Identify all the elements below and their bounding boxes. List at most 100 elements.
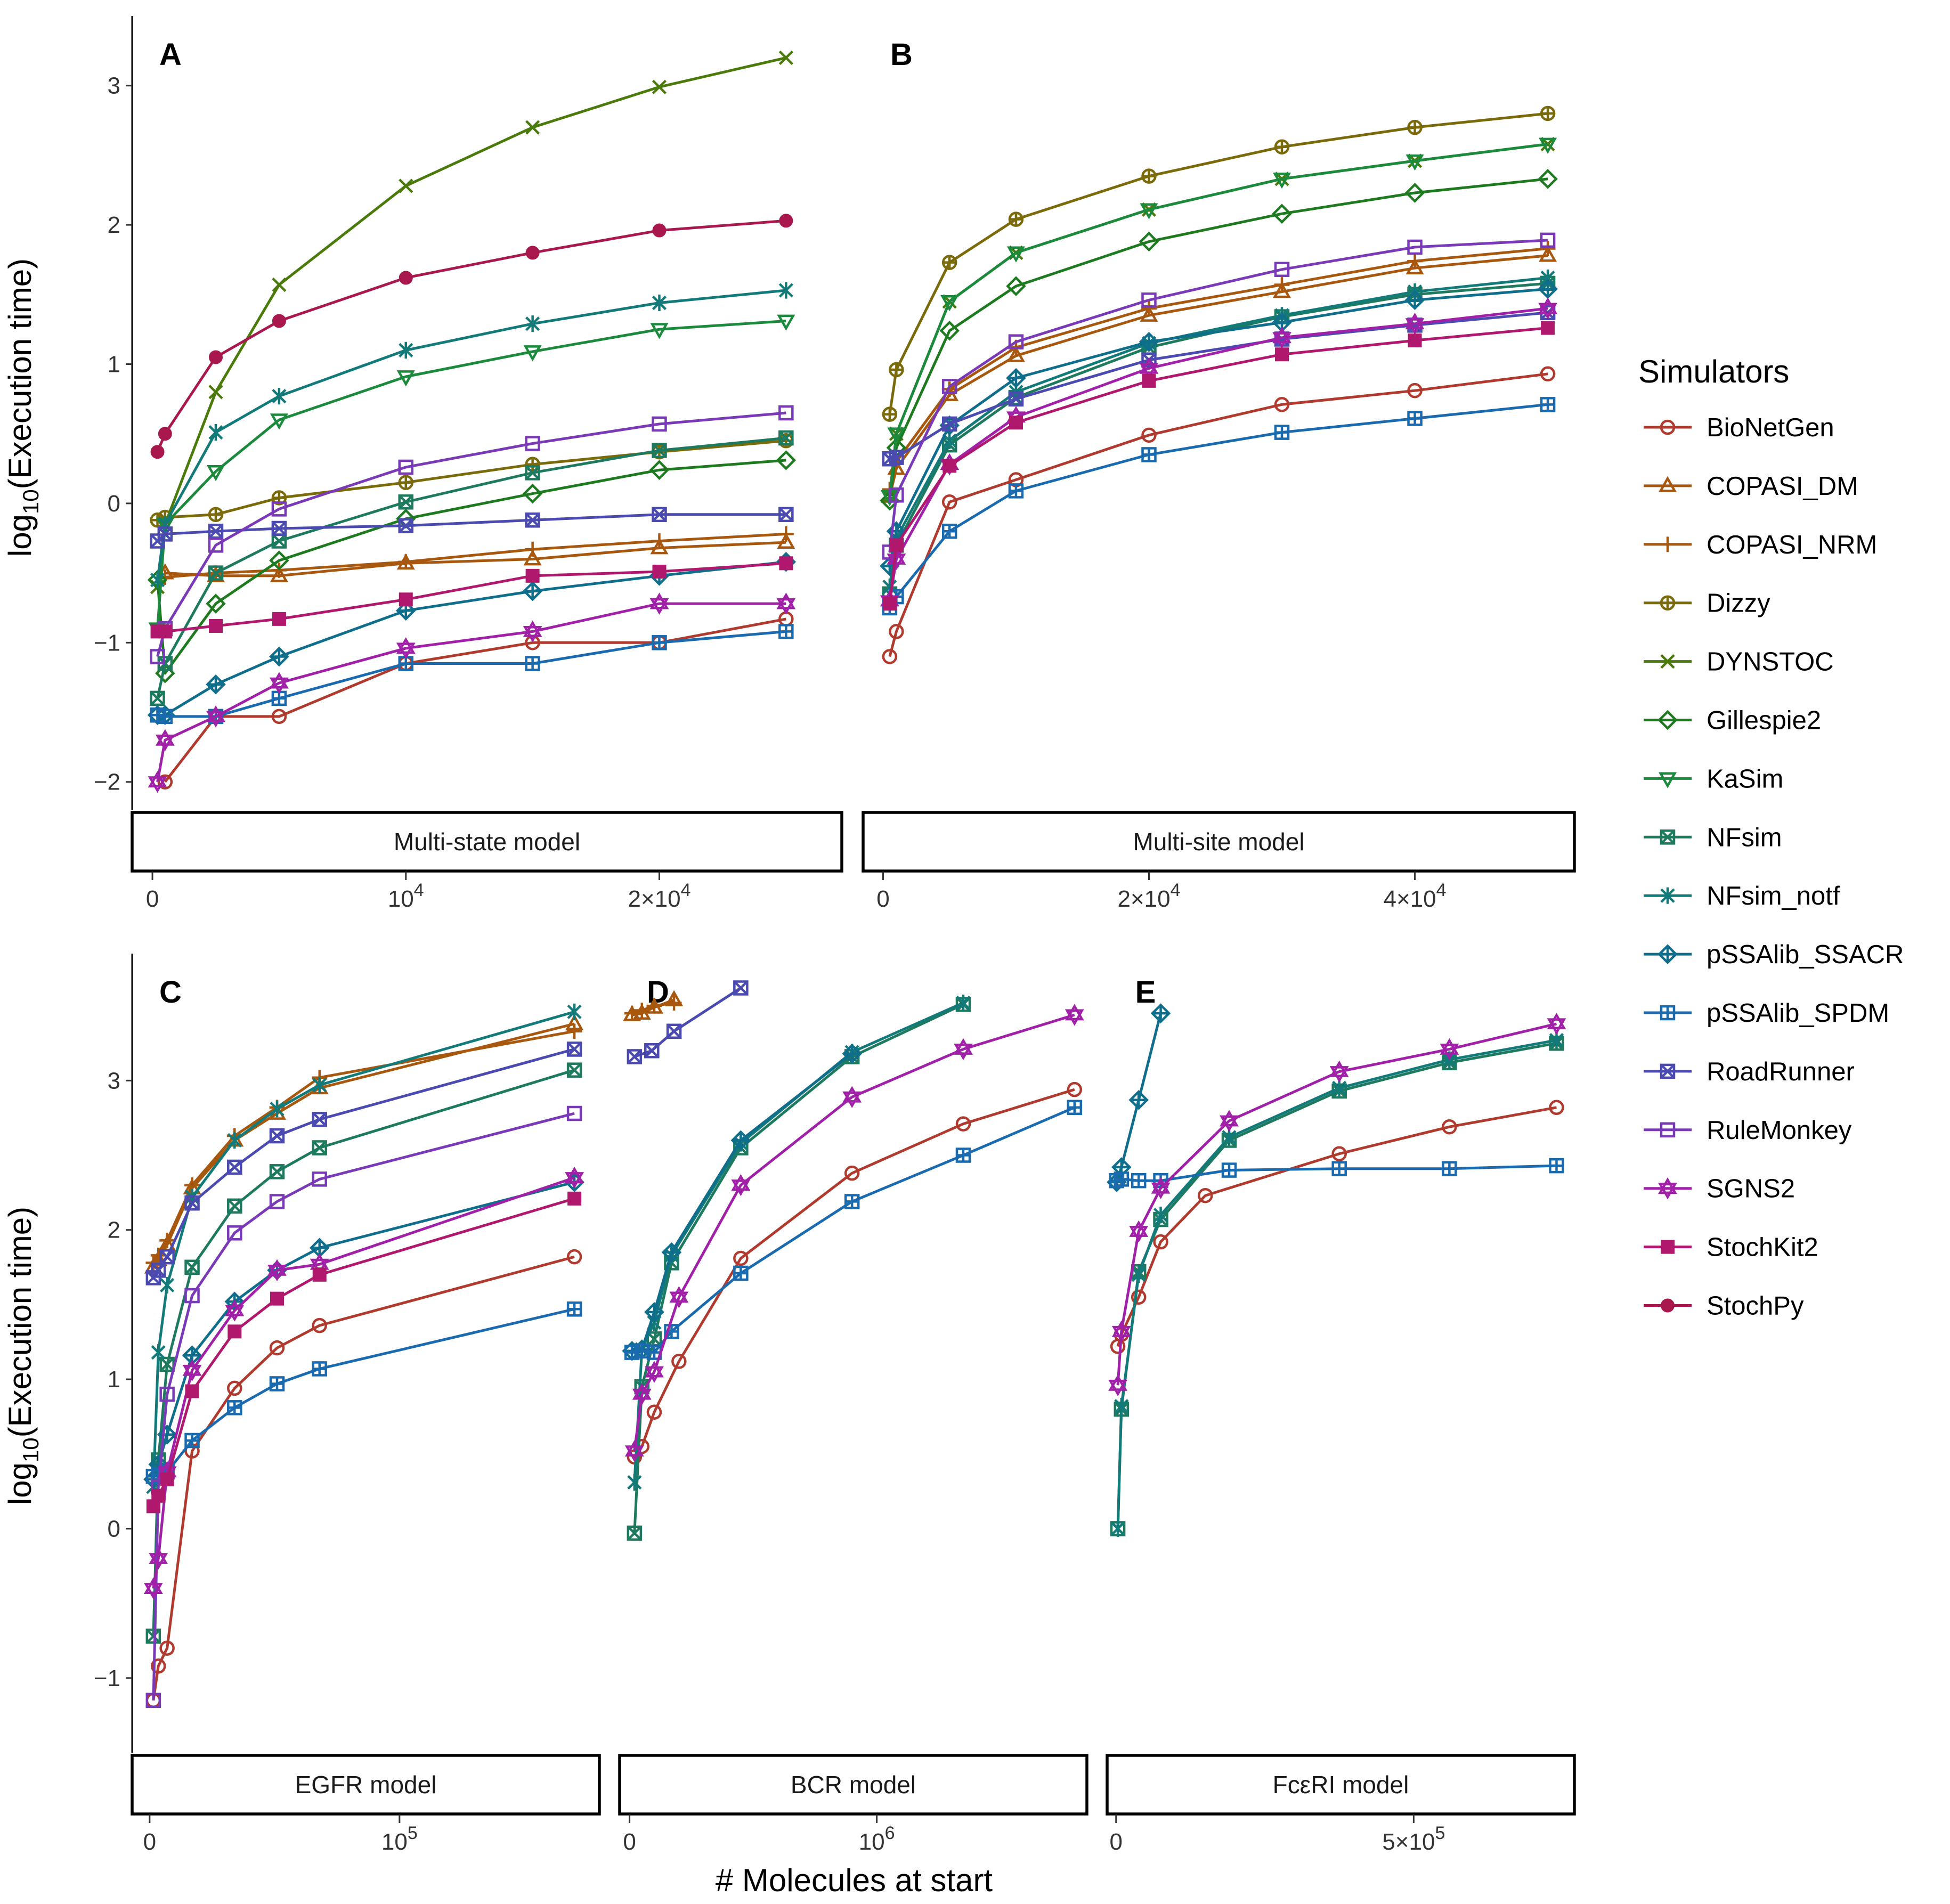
- data-point: [269, 672, 289, 694]
- data-point: [525, 315, 540, 332]
- data-point: [1221, 1162, 1237, 1178]
- x-tick-label: 0: [146, 886, 159, 912]
- data-point: [396, 637, 416, 660]
- series-line: [157, 560, 786, 717]
- data-point: [1331, 1161, 1347, 1176]
- data-point: [160, 1472, 174, 1486]
- data-point: [652, 294, 667, 312]
- strip-box: [862, 811, 1576, 873]
- panels: −2 −1 0 1 2 3 Multi-state model 0 104 2×104 A Multi…: [94, 16, 1576, 1855]
- data-point: [150, 690, 165, 706]
- data-point: [955, 1148, 971, 1163]
- data-point: [398, 475, 414, 490]
- legend-key-marker: [1660, 536, 1676, 552]
- series-NFsim_notf: [146, 1003, 582, 1495]
- legend-key-marker: [1660, 595, 1676, 611]
- legend-key-marker: [1658, 476, 1677, 492]
- series-line: [156, 320, 786, 629]
- data-point: [312, 1140, 327, 1156]
- data-point: [1006, 246, 1026, 263]
- data-point: [150, 1247, 166, 1263]
- series-line: [889, 311, 1548, 460]
- strip-label: Multi-site model: [1133, 828, 1304, 856]
- data-point: [149, 1547, 168, 1570]
- legend-label: Dizzy: [1707, 589, 1770, 618]
- data-point: [1540, 232, 1556, 248]
- data-point: [666, 1023, 682, 1039]
- series-pSSAlib_SPDM: [1109, 1158, 1564, 1189]
- data-point: [148, 771, 167, 793]
- data-point: [627, 1049, 643, 1064]
- data-point: [1006, 346, 1026, 362]
- strip-label: EGFR model: [295, 1771, 437, 1799]
- legend-key-marker: [1660, 887, 1675, 904]
- data-point: [1274, 425, 1290, 440]
- y-tick-label: 2: [108, 212, 120, 238]
- data-point: [627, 1474, 642, 1491]
- data-point: [941, 379, 957, 394]
- series-line: [156, 513, 786, 542]
- data-point: [733, 1265, 749, 1281]
- data-point: [398, 494, 414, 510]
- data-point: [145, 1629, 161, 1644]
- series-line: [157, 562, 786, 633]
- data-point: [208, 385, 223, 400]
- data-point: [523, 345, 542, 362]
- legend-item: COPASI_NRM: [1644, 531, 1877, 559]
- data-point: [157, 709, 173, 725]
- data-point: [160, 1276, 175, 1294]
- legend-item: BioNetGen: [1644, 413, 1834, 442]
- data-point: [1111, 1320, 1131, 1343]
- data-point: [1329, 1060, 1349, 1083]
- legend-key-marker: [1658, 772, 1677, 788]
- series-line: [888, 282, 1548, 595]
- data-point: [652, 635, 667, 650]
- data-point: [150, 1263, 166, 1278]
- legend-item: pSSAlib_SSACR: [1644, 940, 1904, 969]
- data-point: [1142, 373, 1156, 388]
- x-tick-label: 5×105: [1382, 1823, 1445, 1855]
- data-point: [312, 1361, 327, 1377]
- series-line: [156, 289, 786, 581]
- legend-label: BioNetGen: [1707, 413, 1834, 442]
- data-point: [1405, 312, 1425, 335]
- series-RoadRunner: [882, 305, 1556, 467]
- data-point: [730, 1130, 751, 1151]
- data-point: [646, 998, 662, 1014]
- series-NFsim: [150, 430, 794, 706]
- data-point: [1539, 246, 1557, 262]
- y-tick-label: 3: [108, 1068, 120, 1094]
- data-point: [1540, 241, 1556, 256]
- legend: Simulators BioNetGen COPASI_DM COPASI_NRM Di…: [1638, 354, 1904, 1321]
- data-point: [208, 350, 223, 364]
- data-point: [150, 649, 165, 664]
- series-line: [888, 372, 1548, 657]
- strip-box: [618, 1754, 1088, 1816]
- data-point: [632, 1383, 652, 1405]
- legend-item: RuleMonkey: [1644, 1116, 1852, 1145]
- series-line: [888, 403, 1548, 609]
- legend-item: Gillespie2: [1644, 706, 1821, 735]
- data-point: [1407, 253, 1423, 269]
- data-point: [1150, 1003, 1171, 1023]
- data-point: [887, 427, 906, 444]
- data-point: [312, 1077, 327, 1094]
- y-tick-label: −1: [94, 630, 120, 656]
- legend-item: NFsim_notf: [1644, 882, 1840, 910]
- data-point: [889, 362, 904, 378]
- data-point: [208, 565, 224, 581]
- data-point: [1114, 1397, 1129, 1415]
- data-point: [227, 1132, 242, 1149]
- data-point: [652, 533, 667, 549]
- series-line: [152, 1010, 575, 1487]
- series-line: [633, 987, 742, 1058]
- data-point: [566, 1041, 582, 1057]
- data-point: [842, 1086, 862, 1108]
- data-point: [398, 554, 414, 570]
- data-point: [269, 550, 289, 571]
- data-point: [396, 370, 415, 387]
- series-NFsim_notf: [150, 282, 793, 589]
- series-line: [156, 411, 786, 657]
- series-line: [152, 1176, 575, 1589]
- legend-label: COPASI_NRM: [1707, 531, 1877, 559]
